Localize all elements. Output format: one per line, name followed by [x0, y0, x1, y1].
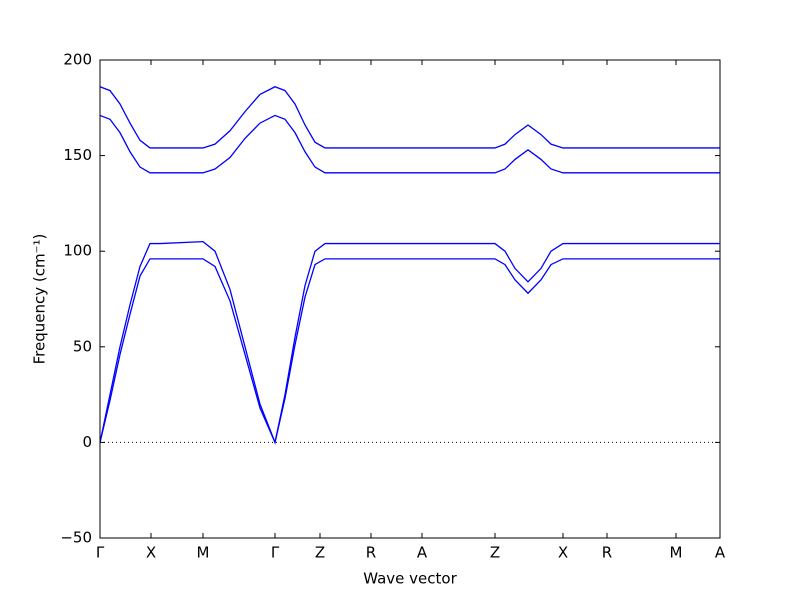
x-tick-label: Z [315, 544, 325, 562]
y-tick-label: 50 [73, 337, 92, 355]
x-tick-label: R [366, 544, 376, 562]
band-line [99, 258, 720, 445]
band-line [99, 86, 720, 149]
plot-frame [99, 59, 721, 539]
x-tick-label: R [602, 544, 612, 562]
x-tick-label: Z [490, 544, 500, 562]
band-line [99, 114, 720, 174]
x-tick-label: M [197, 544, 210, 562]
y-axis-label: Frequency (cm⁻¹) [31, 234, 49, 365]
x-tick-label: M [670, 544, 683, 562]
x-tick-label: Γ [271, 544, 280, 562]
x-tick-label: X [558, 544, 568, 562]
y-tick-label: 0 [82, 433, 92, 451]
x-tick-label: A [715, 544, 726, 562]
y-tick-label: 100 [63, 242, 92, 260]
x-axis-label: Wave vector [363, 570, 457, 588]
x-tick-label: Γ [96, 544, 105, 562]
y-tick-label: −50 [60, 529, 92, 547]
y-tick-label: 200 [63, 51, 92, 69]
y-tick-label: 150 [63, 146, 92, 164]
x-tick-label: A [417, 544, 428, 562]
x-tick-label: X [146, 544, 156, 562]
